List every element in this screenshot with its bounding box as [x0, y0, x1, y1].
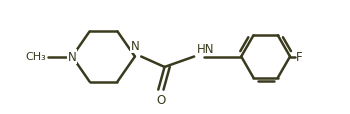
Text: N: N	[131, 40, 139, 53]
Text: N: N	[68, 51, 77, 63]
Text: CH₃: CH₃	[25, 52, 46, 62]
Text: O: O	[156, 93, 165, 106]
Text: HN: HN	[197, 42, 215, 55]
Text: F: F	[296, 51, 303, 63]
